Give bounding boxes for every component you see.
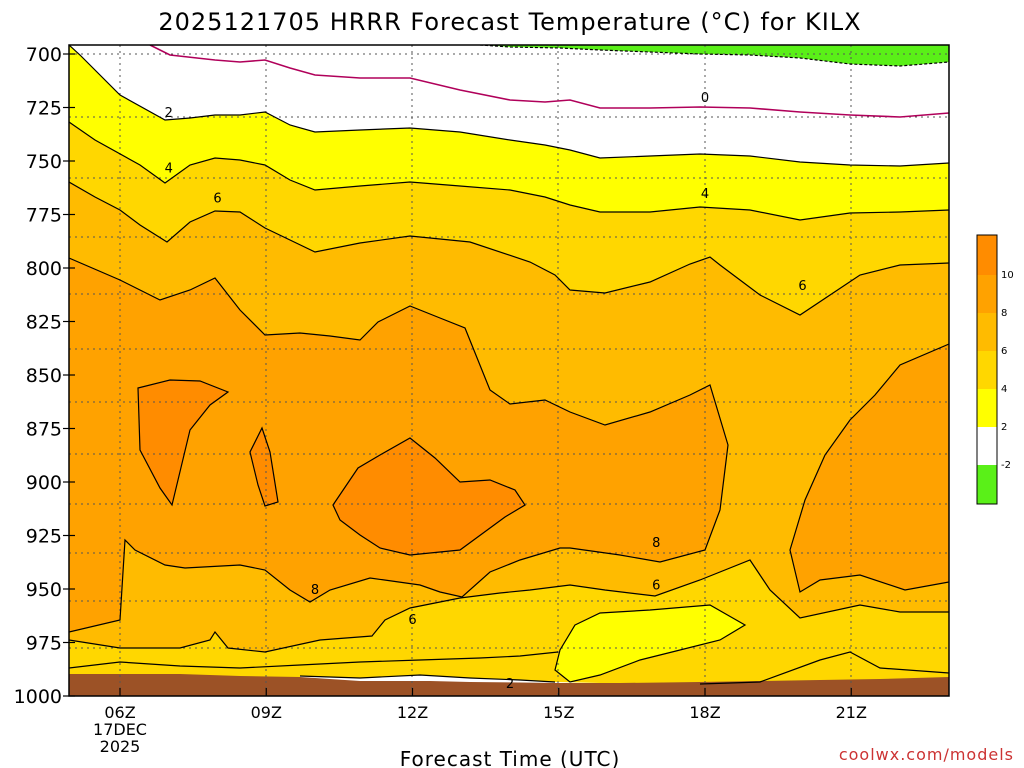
contour-label: 2 — [165, 106, 173, 121]
contour-2-upper — [69, 45, 949, 167]
y-axis-ticks: 700 725 750 775 800 825 850 875 900 925 950 975 1000 — [14, 44, 75, 708]
band-10-12-blob-2 — [250, 428, 278, 506]
contour-label: 0 — [701, 91, 709, 106]
contour-8-upper — [69, 257, 729, 633]
x-tick-label: 06Z — [104, 703, 135, 722]
contour-6-upper — [69, 181, 949, 316]
x-tick-label: 12Z — [397, 703, 428, 722]
colorbar-label-4: 4 — [1001, 384, 1007, 395]
contour-label: 8 — [311, 583, 319, 598]
band-4-6-fill — [69, 122, 949, 696]
colorbar: 10 8 6 4 2 -2 — [976, 234, 1014, 505]
contour-minus2 — [479, 45, 949, 67]
colorbar-swatch-10-12 — [977, 235, 997, 275]
contour-2-surface — [299, 674, 556, 683]
colorbar-label-minus2: -2 — [1001, 460, 1011, 471]
plot-area: 2 4 6 0 4 6 8 6 8 6 2 — [69, 45, 949, 696]
band-0-2-fill — [69, 45, 949, 166]
band-10-12-blob-3 — [333, 438, 525, 555]
plot-frame — [68, 44, 950, 697]
band-8-10-right-fill — [790, 344, 949, 592]
colorbar-swatch-below-minus2 — [977, 465, 997, 504]
contour-8-right — [789, 343, 949, 593]
contour-10-blob-2 — [249, 426, 279, 507]
x-tick-label: 18Z — [689, 703, 720, 722]
y-tick-label: 800 — [26, 258, 62, 280]
contour-label: 6 — [213, 191, 221, 206]
contour-labels: 2 4 6 0 4 6 8 6 8 6 2 — [165, 91, 807, 692]
y-tick-label: 1000 — [14, 686, 62, 708]
chart-title: 2025121705 HRRR Forecast Temperature (°C… — [158, 8, 861, 36]
contour-label: 2 — [506, 677, 514, 692]
y-tick-label: 700 — [26, 44, 62, 66]
contour-label: 4 — [165, 161, 173, 176]
y-tick-label: 950 — [26, 579, 62, 601]
contour-label: 4 — [701, 187, 709, 202]
contour-0-line — [149, 45, 949, 118]
contour-lines — [69, 45, 949, 685]
x-tick-label: 15Z — [543, 703, 574, 722]
x-tick-label: 2025 — [100, 737, 141, 756]
colorbar-swatch-minus2-2 — [977, 427, 997, 465]
contour-label: 6 — [408, 613, 416, 628]
contour-label: 6 — [798, 279, 806, 294]
contour-10-blob-1 — [137, 379, 230, 507]
contour-2-lower — [69, 651, 949, 685]
colorbar-frame — [976, 234, 998, 505]
y-tick-label: 850 — [26, 365, 62, 387]
y-tick-label: 900 — [26, 472, 62, 494]
x-tick-label: 09Z — [251, 703, 282, 722]
colorbar-swatch-6-8 — [977, 313, 997, 351]
colorbar-label-6: 6 — [1001, 346, 1007, 357]
x-tick-label: 17DEC — [93, 720, 147, 739]
contour-10-blob-3 — [332, 437, 526, 556]
x-tick-label: 21Z — [836, 703, 867, 722]
y-tick-label: 725 — [26, 98, 62, 120]
contour-label: 8 — [652, 536, 660, 551]
colorbar-label-10: 10 — [1001, 270, 1014, 281]
colorbar-label-2: 2 — [1001, 422, 1007, 433]
y-tick-label: 750 — [26, 151, 62, 173]
contour-4-lower — [554, 604, 747, 683]
credit-text: coolwx.com/models — [839, 745, 1014, 764]
y-tick-label: 925 — [26, 526, 62, 548]
contour-4-upper — [69, 121, 949, 221]
band-10-12-blob-1 — [138, 380, 228, 505]
colorbar-label-8: 8 — [1001, 308, 1007, 319]
y-tick-label: 775 — [26, 205, 62, 227]
y-tick-label: 975 — [26, 633, 62, 655]
colorbar-swatch-2-4 — [977, 389, 997, 427]
ground-fill — [69, 674, 949, 696]
colorbar-swatch-4-6 — [977, 351, 997, 389]
contour-6-lower — [69, 559, 949, 653]
band-below-minus2-fill — [480, 45, 949, 66]
band-2-4-fill — [69, 45, 949, 682]
y-tick-label: 825 — [26, 312, 62, 334]
colorbar-swatch-8-10 — [977, 275, 997, 313]
contour-label: 6 — [652, 579, 660, 594]
y-tick-label: 875 — [26, 419, 62, 441]
x-axis-label: Forecast Time (UTC) — [400, 747, 621, 768]
